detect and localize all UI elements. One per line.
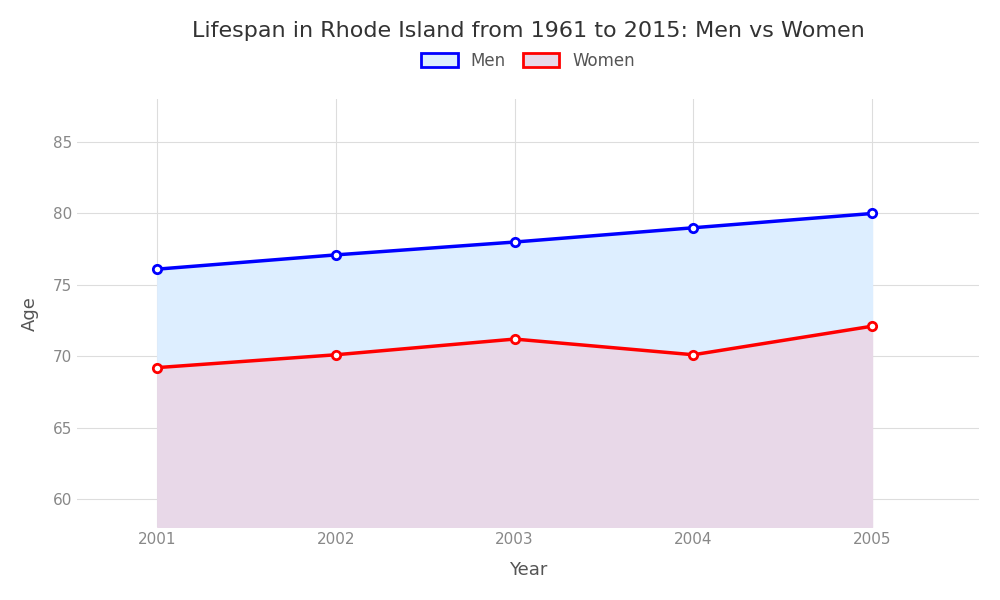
X-axis label: Year: Year (509, 561, 547, 579)
Y-axis label: Age: Age (21, 296, 39, 331)
Legend: Men, Women: Men, Women (421, 52, 635, 70)
Title: Lifespan in Rhode Island from 1961 to 2015: Men vs Women: Lifespan in Rhode Island from 1961 to 20… (192, 21, 864, 41)
